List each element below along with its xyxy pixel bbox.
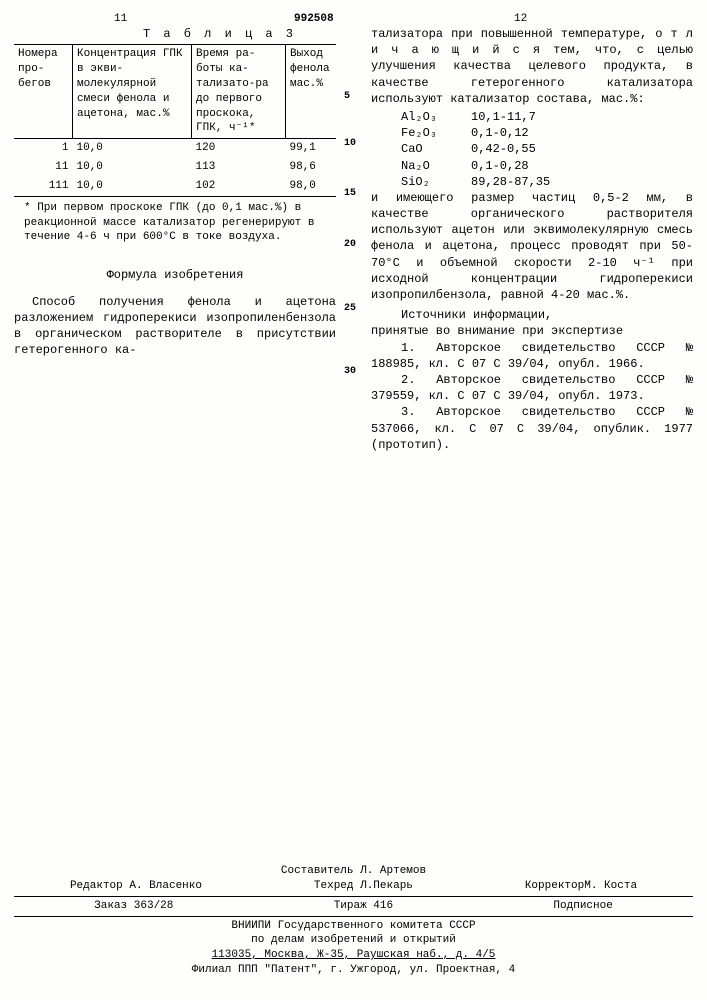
table3-header-1: Номера про-бегов — [14, 45, 73, 139]
table3-header-4: Выход фенола мас.% — [286, 45, 337, 139]
table3-caption: Т а б л и ц а 3 — [14, 26, 336, 42]
footer-org1: ВНИИПИ Государственного комитета СССР — [14, 919, 693, 934]
table-row: 1 10,0 120 99,1 — [14, 139, 336, 158]
comp-row: SiO₂89,28-87,35 — [371, 174, 693, 190]
footer-tirage: Тираж 416 — [334, 899, 393, 914]
right-column: тализатора при повышенной температуре, о… — [371, 26, 693, 453]
footer-compiler: Составитель Л. Артемов — [14, 864, 693, 879]
left-column: Т а б л и ц а 3 Номера про-бегов Концент… — [14, 26, 336, 358]
page-num-right: 12 — [514, 12, 527, 27]
comp-row: Fe₂O₃0,1-0,12 — [371, 125, 693, 141]
line-marker-10: 10 — [344, 137, 356, 151]
patent-number: 992508 — [294, 12, 334, 27]
comp-row: Na₂O0,1-0,28 — [371, 158, 693, 174]
comp-row: CaO0,42-0,55 — [371, 141, 693, 157]
line-marker-20: 20 — [344, 238, 356, 252]
source-2: 2. Авторское свидетельство СССР № 379559… — [371, 372, 693, 404]
table3: Номера про-бегов Концентрация ГПК в экви… — [14, 44, 336, 197]
footer-corrector: КорректорМ. Коста — [525, 879, 637, 894]
source-1: 1. Авторское свидетельство СССР № 188985… — [371, 340, 693, 372]
footer-addr1: 113035, Москва, Ж-35, Раушская наб., д. … — [14, 948, 693, 963]
comp-row: Al₂O₃10,1-11,7 — [371, 109, 693, 125]
right-intro: тализатора при повышенной температуре, о… — [371, 26, 693, 107]
composition-list: Al₂O₃10,1-11,7 Fe₂O₃0,1-0,12 CaO0,42-0,5… — [371, 109, 693, 190]
right-tail: и имеющего размер частиц 0,5-2 мм, в кач… — [371, 190, 693, 303]
table-row: 111 10,0 102 98,0 — [14, 177, 336, 196]
footer-org2: по делам изобретений и открытий — [14, 933, 693, 948]
footer-order: Заказ 363/28 — [94, 899, 173, 914]
formula-text: Способ получения фенола и ацетона разлож… — [14, 294, 336, 359]
footer-addr2: Филиал ППП "Патент", г. Ужгород, ул. Про… — [14, 963, 693, 978]
sources-title: Источники информации, принятые во вниман… — [371, 307, 693, 339]
footer-tech: Техред Л.Пекарь — [314, 879, 413, 894]
footer-editor: Редактор А. Власенко — [70, 879, 202, 894]
line-marker-5: 5 — [344, 90, 350, 104]
footer-block: Составитель Л. Артемов Редактор А. Власе… — [14, 864, 693, 978]
line-marker-25: 25 — [344, 302, 356, 316]
footer-sub: Подписное — [553, 899, 612, 914]
table-row: 11 10,0 113 98,6 — [14, 158, 336, 177]
table3-header-2: Концентрация ГПК в экви-молекулярной сме… — [73, 45, 192, 139]
line-marker-30: 30 — [344, 365, 356, 379]
table3-footnote: * При первом проскоке ГПК (до 0,1 мас.%)… — [24, 201, 336, 246]
source-3: 3. Авторское свидетельство СССР № 537066… — [371, 404, 693, 453]
line-marker-15: 15 — [344, 187, 356, 201]
formula-title: Формула изобретения — [14, 267, 336, 283]
page-num-left: 11 — [114, 12, 127, 27]
table3-header-3: Время ра-боты ка-тализато-ра до первого … — [192, 45, 286, 139]
